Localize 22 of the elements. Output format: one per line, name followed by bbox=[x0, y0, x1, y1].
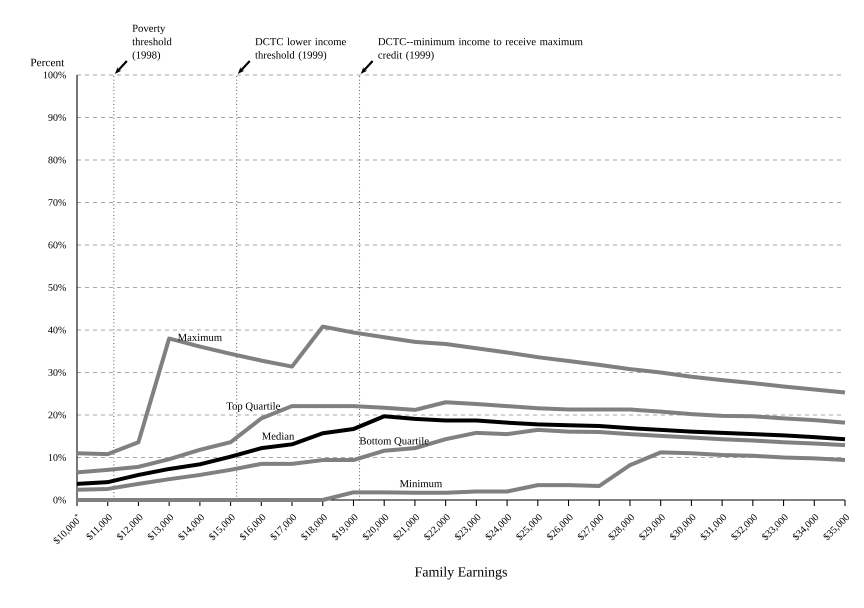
y-tick-label: 60% bbox=[48, 242, 66, 248]
series-label: Bottom Quartile bbox=[360, 436, 429, 446]
series-label: Top Quartile bbox=[226, 402, 280, 412]
y-tick-label: 90% bbox=[48, 114, 66, 121]
series-label: Maximum bbox=[178, 334, 222, 341]
series-label: Minimum bbox=[400, 480, 442, 488]
line-series bbox=[75, 428, 847, 492]
y-tick-label: 50% bbox=[48, 284, 66, 291]
series-label: Median bbox=[262, 432, 294, 440]
y-tick-label: 100% bbox=[44, 72, 66, 78]
y-tick-label: 80% bbox=[48, 156, 66, 164]
y-tick-label: 20% bbox=[48, 412, 66, 418]
ref-line-label: DCTC lower income threshold (1999) bbox=[255, 38, 346, 61]
y-tick-label: 70% bbox=[48, 199, 66, 206]
y-tick-label: 40% bbox=[48, 326, 66, 334]
ref-line-label: DCTC--minimum income to receive maximum credit (1999) bbox=[378, 38, 583, 61]
y-tick-label: 0% bbox=[53, 496, 66, 504]
y-tick-label: 10% bbox=[48, 454, 66, 461]
y-axis-title: Percent bbox=[30, 58, 64, 66]
x-axis-title: Family Earnings bbox=[414, 566, 507, 580]
y-tick-label: 30% bbox=[48, 369, 66, 376]
ref-line-label: Poverty threshold (1998) bbox=[132, 24, 172, 61]
